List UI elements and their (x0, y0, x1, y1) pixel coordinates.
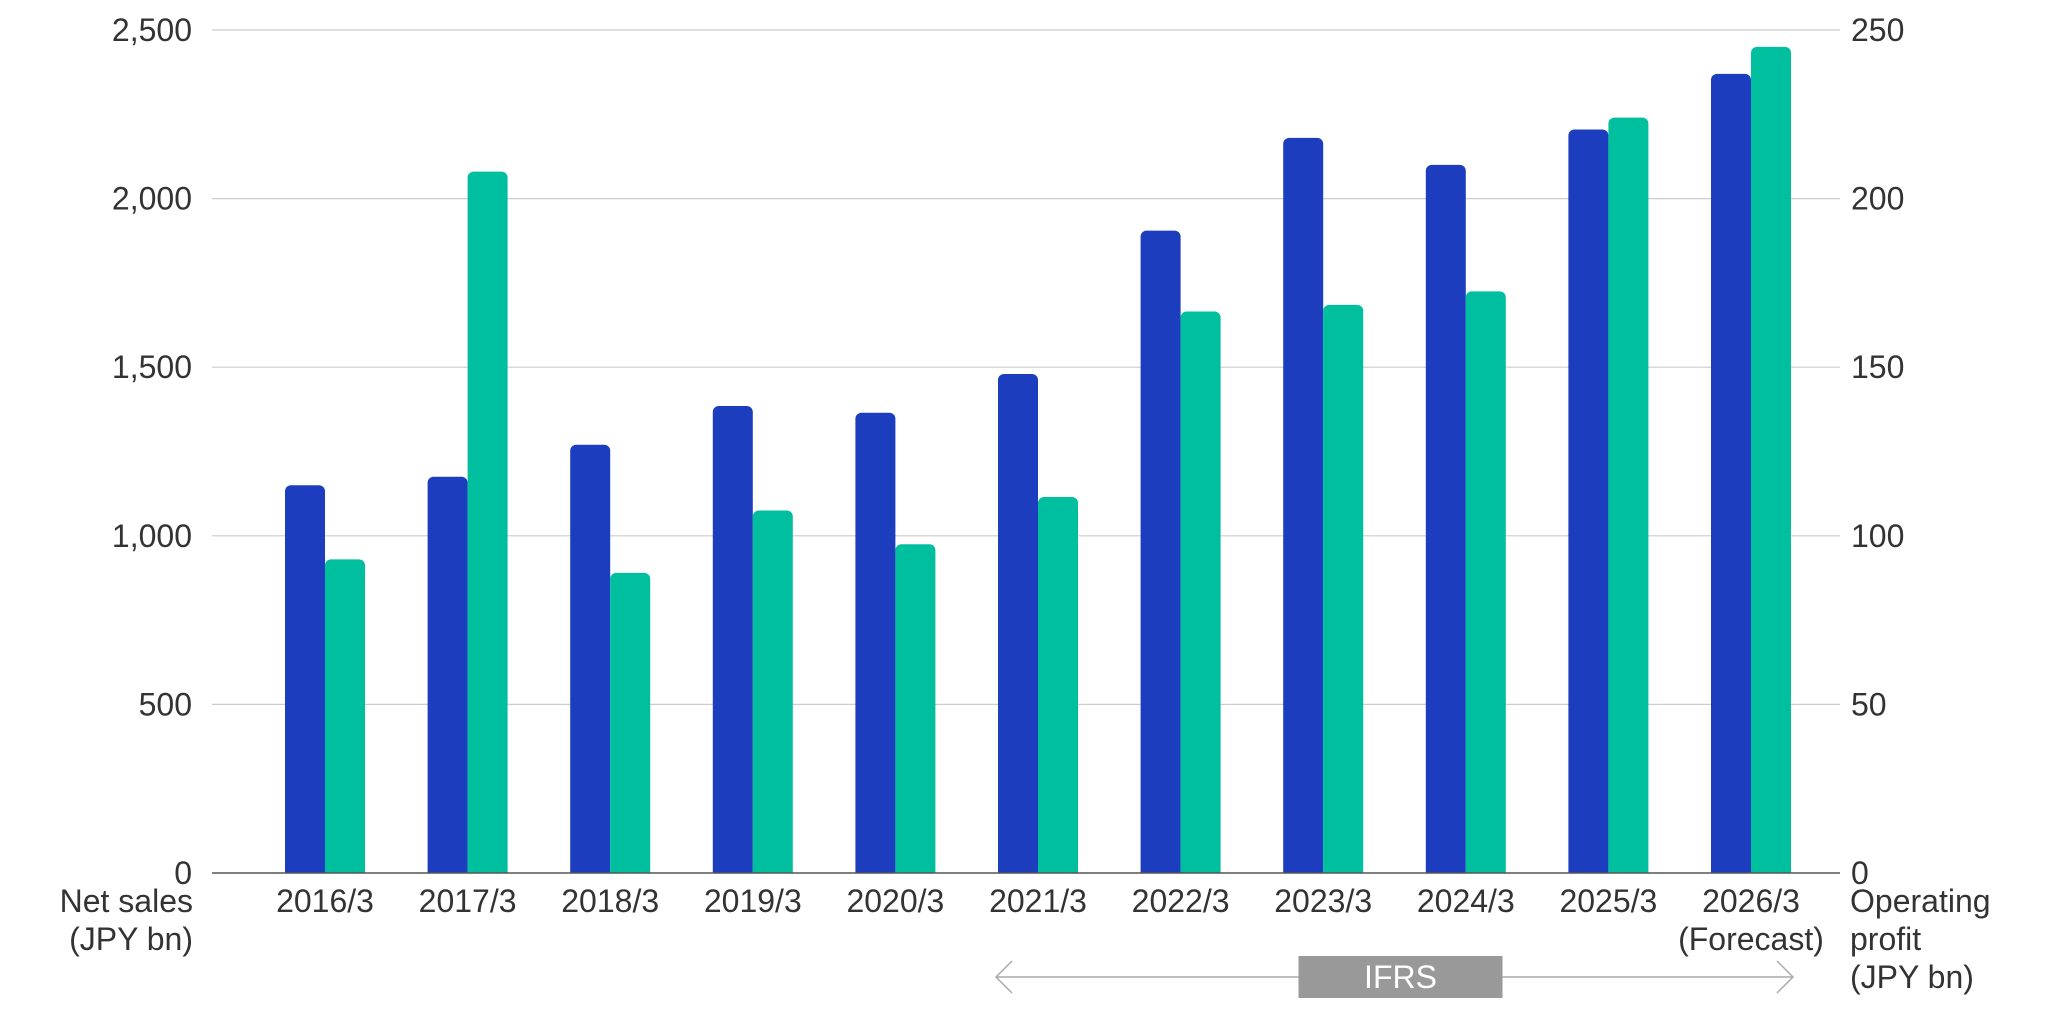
bar-operating-profit (325, 559, 365, 879)
left-tick-label: 2,500 (112, 12, 192, 48)
x-tick-label: 2020/3 (846, 883, 944, 919)
right-tick-label: 200 (1851, 181, 1904, 217)
ifrs-label: IFRS (1364, 959, 1437, 995)
left-axis-title: Net sales (JPY bn) (60, 883, 193, 957)
baseline-mask (212, 873, 1840, 887)
bar-operating-profit (895, 544, 936, 879)
bar-net-sales (998, 373, 1038, 879)
x-tick-label: 2025/3 (1559, 883, 1657, 919)
bar-operating-profit (467, 171, 508, 879)
left-axis-title-line-1: Net sales (60, 883, 193, 919)
right-axis-title: Operating profit (JPY bn) (1850, 883, 1991, 995)
x-tick-label: 2023/3 (1274, 883, 1372, 919)
left-tick-label: 1,000 (112, 518, 192, 554)
x-tick-label: 2026/3 (1702, 883, 1800, 919)
bar-net-sales (1425, 164, 1466, 879)
bar-operating-profit (1465, 291, 1506, 880)
bar-operating-profit (752, 510, 793, 879)
bar-operating-profit (1608, 117, 1649, 879)
ifrs-right-arrow-icon (1776, 960, 1795, 994)
bar-net-sales (285, 485, 325, 879)
x-tick-label: 2022/3 (1132, 883, 1230, 919)
right-axis-title-line-3: (JPY bn) (1850, 959, 1974, 995)
x-tick-label: 2016/3 (276, 883, 374, 919)
left-tick-label: 1,500 (112, 349, 192, 385)
bar-net-sales (712, 405, 753, 879)
ifrs-label-box (1298, 956, 1503, 998)
left-tick-label: 2,000 (112, 181, 192, 217)
right-tick-label: 50 (1851, 686, 1887, 722)
bar-net-sales (1140, 230, 1181, 879)
ifrs-left-arrow-icon (994, 960, 1013, 994)
bar-net-sales (1711, 73, 1751, 879)
left-tick-label: 500 (139, 686, 192, 722)
left-axis-title-line-2: (JPY bn) (69, 921, 193, 957)
right-tick-label: 100 (1851, 518, 1904, 554)
bar-net-sales (855, 412, 896, 879)
bar-operating-profit (1751, 46, 1791, 880)
left-tick-label: 0 (174, 855, 192, 891)
right-tick-label: 0 (1851, 855, 1869, 891)
bars (212, 46, 1840, 887)
ifrs-annotation: IFRS (994, 956, 1795, 998)
axes: 0 500 1,000 1,500 2,000 2,500 0 50 100 150 200 250 2… (112, 12, 1904, 957)
bar-net-sales (1283, 137, 1324, 880)
x-tick-label: 2019/3 (704, 883, 802, 919)
bar-operating-profit (1180, 311, 1221, 879)
right-tick-label: 150 (1851, 349, 1904, 385)
x-tick-label: 2024/3 (1417, 883, 1515, 919)
x-tick-label: 2021/3 (989, 883, 1087, 919)
bar-net-sales (1568, 129, 1609, 879)
x-tick-label: 2018/3 (561, 883, 659, 919)
bar-net-sales (427, 476, 468, 879)
x-tick-label: 2017/3 (419, 883, 517, 919)
x-tick-sublabel: (Forecast) (1678, 921, 1824, 957)
bar-net-sales (570, 444, 611, 879)
bar-operating-profit (1323, 304, 1364, 879)
right-axis-title-line-1: Operating (1850, 883, 1991, 919)
right-axis-title-line-2: profit (1850, 921, 1921, 957)
right-tick-label: 250 (1851, 12, 1904, 48)
bar-operating-profit (1038, 497, 1078, 879)
bar-operating-profit (610, 572, 651, 879)
